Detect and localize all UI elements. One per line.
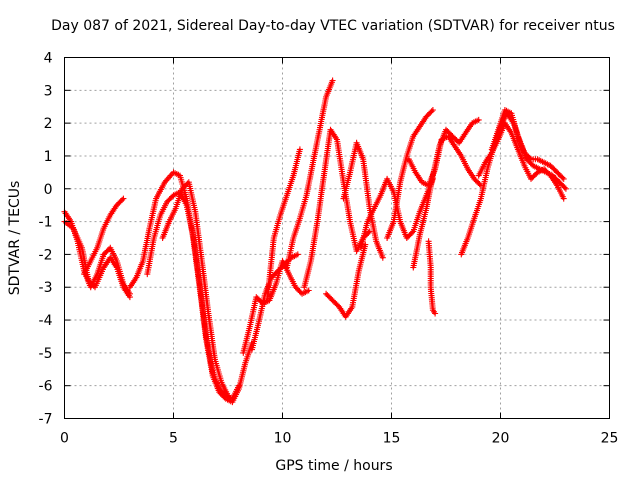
series-markers: [283, 77, 336, 271]
plot-frame: [64, 57, 610, 419]
x-tick-label: 10: [274, 431, 292, 447]
y-tick-label: -7: [39, 412, 53, 428]
series-markers: [488, 107, 567, 182]
series-track-18: [425, 238, 439, 317]
series-track-17: [410, 116, 482, 271]
gridlines: [64, 57, 610, 419]
series-markers: [340, 139, 386, 261]
y-tick-label: 1: [44, 149, 53, 165]
series-track-12: [323, 241, 369, 320]
axis-ticks: 0 5 10 15 20 25 -7 -6 -5 -4 -3 -2 -1 0 1 2 3 4: [39, 51, 619, 447]
chart-title: Day 087 of 2021, Sidereal Day-to-day VTE…: [51, 18, 615, 34]
series-markers: [358, 175, 436, 251]
series-track-10: [283, 77, 336, 271]
series-track-21: [488, 107, 567, 182]
x-tick-label: 0: [60, 431, 69, 447]
series-track-13: [340, 139, 386, 261]
series-track-9: [264, 146, 303, 304]
series-markers: [264, 146, 303, 304]
y-tick-label: -4: [39, 313, 53, 329]
series-track-11: [301, 126, 373, 291]
series-markers: [425, 238, 439, 317]
series-track-3: [81, 195, 127, 278]
series-markers: [144, 189, 242, 402]
series-track-5: [144, 189, 242, 402]
x-axis-label: GPS time / hours: [275, 458, 392, 474]
series-markers: [159, 179, 231, 399]
y-tick-label: 2: [44, 116, 53, 132]
series-markers: [384, 107, 436, 241]
y-tick-label: 0: [44, 182, 53, 198]
series-track-20: [475, 120, 567, 202]
x-tick-label: 15: [383, 431, 401, 447]
x-tick-label: 20: [492, 431, 510, 447]
y-axis-label: SDTVAR / TECUs: [7, 181, 23, 296]
series-markers: [81, 195, 127, 278]
y-tick-label: 3: [44, 83, 53, 99]
y-tick-label: -2: [39, 247, 53, 263]
series-track-6: [159, 179, 231, 399]
y-tick-label: -1: [39, 215, 53, 231]
y-tick-label: -6: [39, 379, 53, 395]
x-tick-label: 5: [169, 431, 178, 447]
series-markers: [410, 116, 482, 271]
y-tick-label: -5: [39, 346, 53, 362]
series-markers: [301, 126, 373, 291]
series-track-15: [384, 107, 436, 241]
series-markers: [323, 241, 369, 320]
y-tick-label: -3: [39, 280, 53, 296]
y-tick-label: 4: [44, 51, 53, 67]
x-tick-label: 25: [601, 431, 619, 447]
